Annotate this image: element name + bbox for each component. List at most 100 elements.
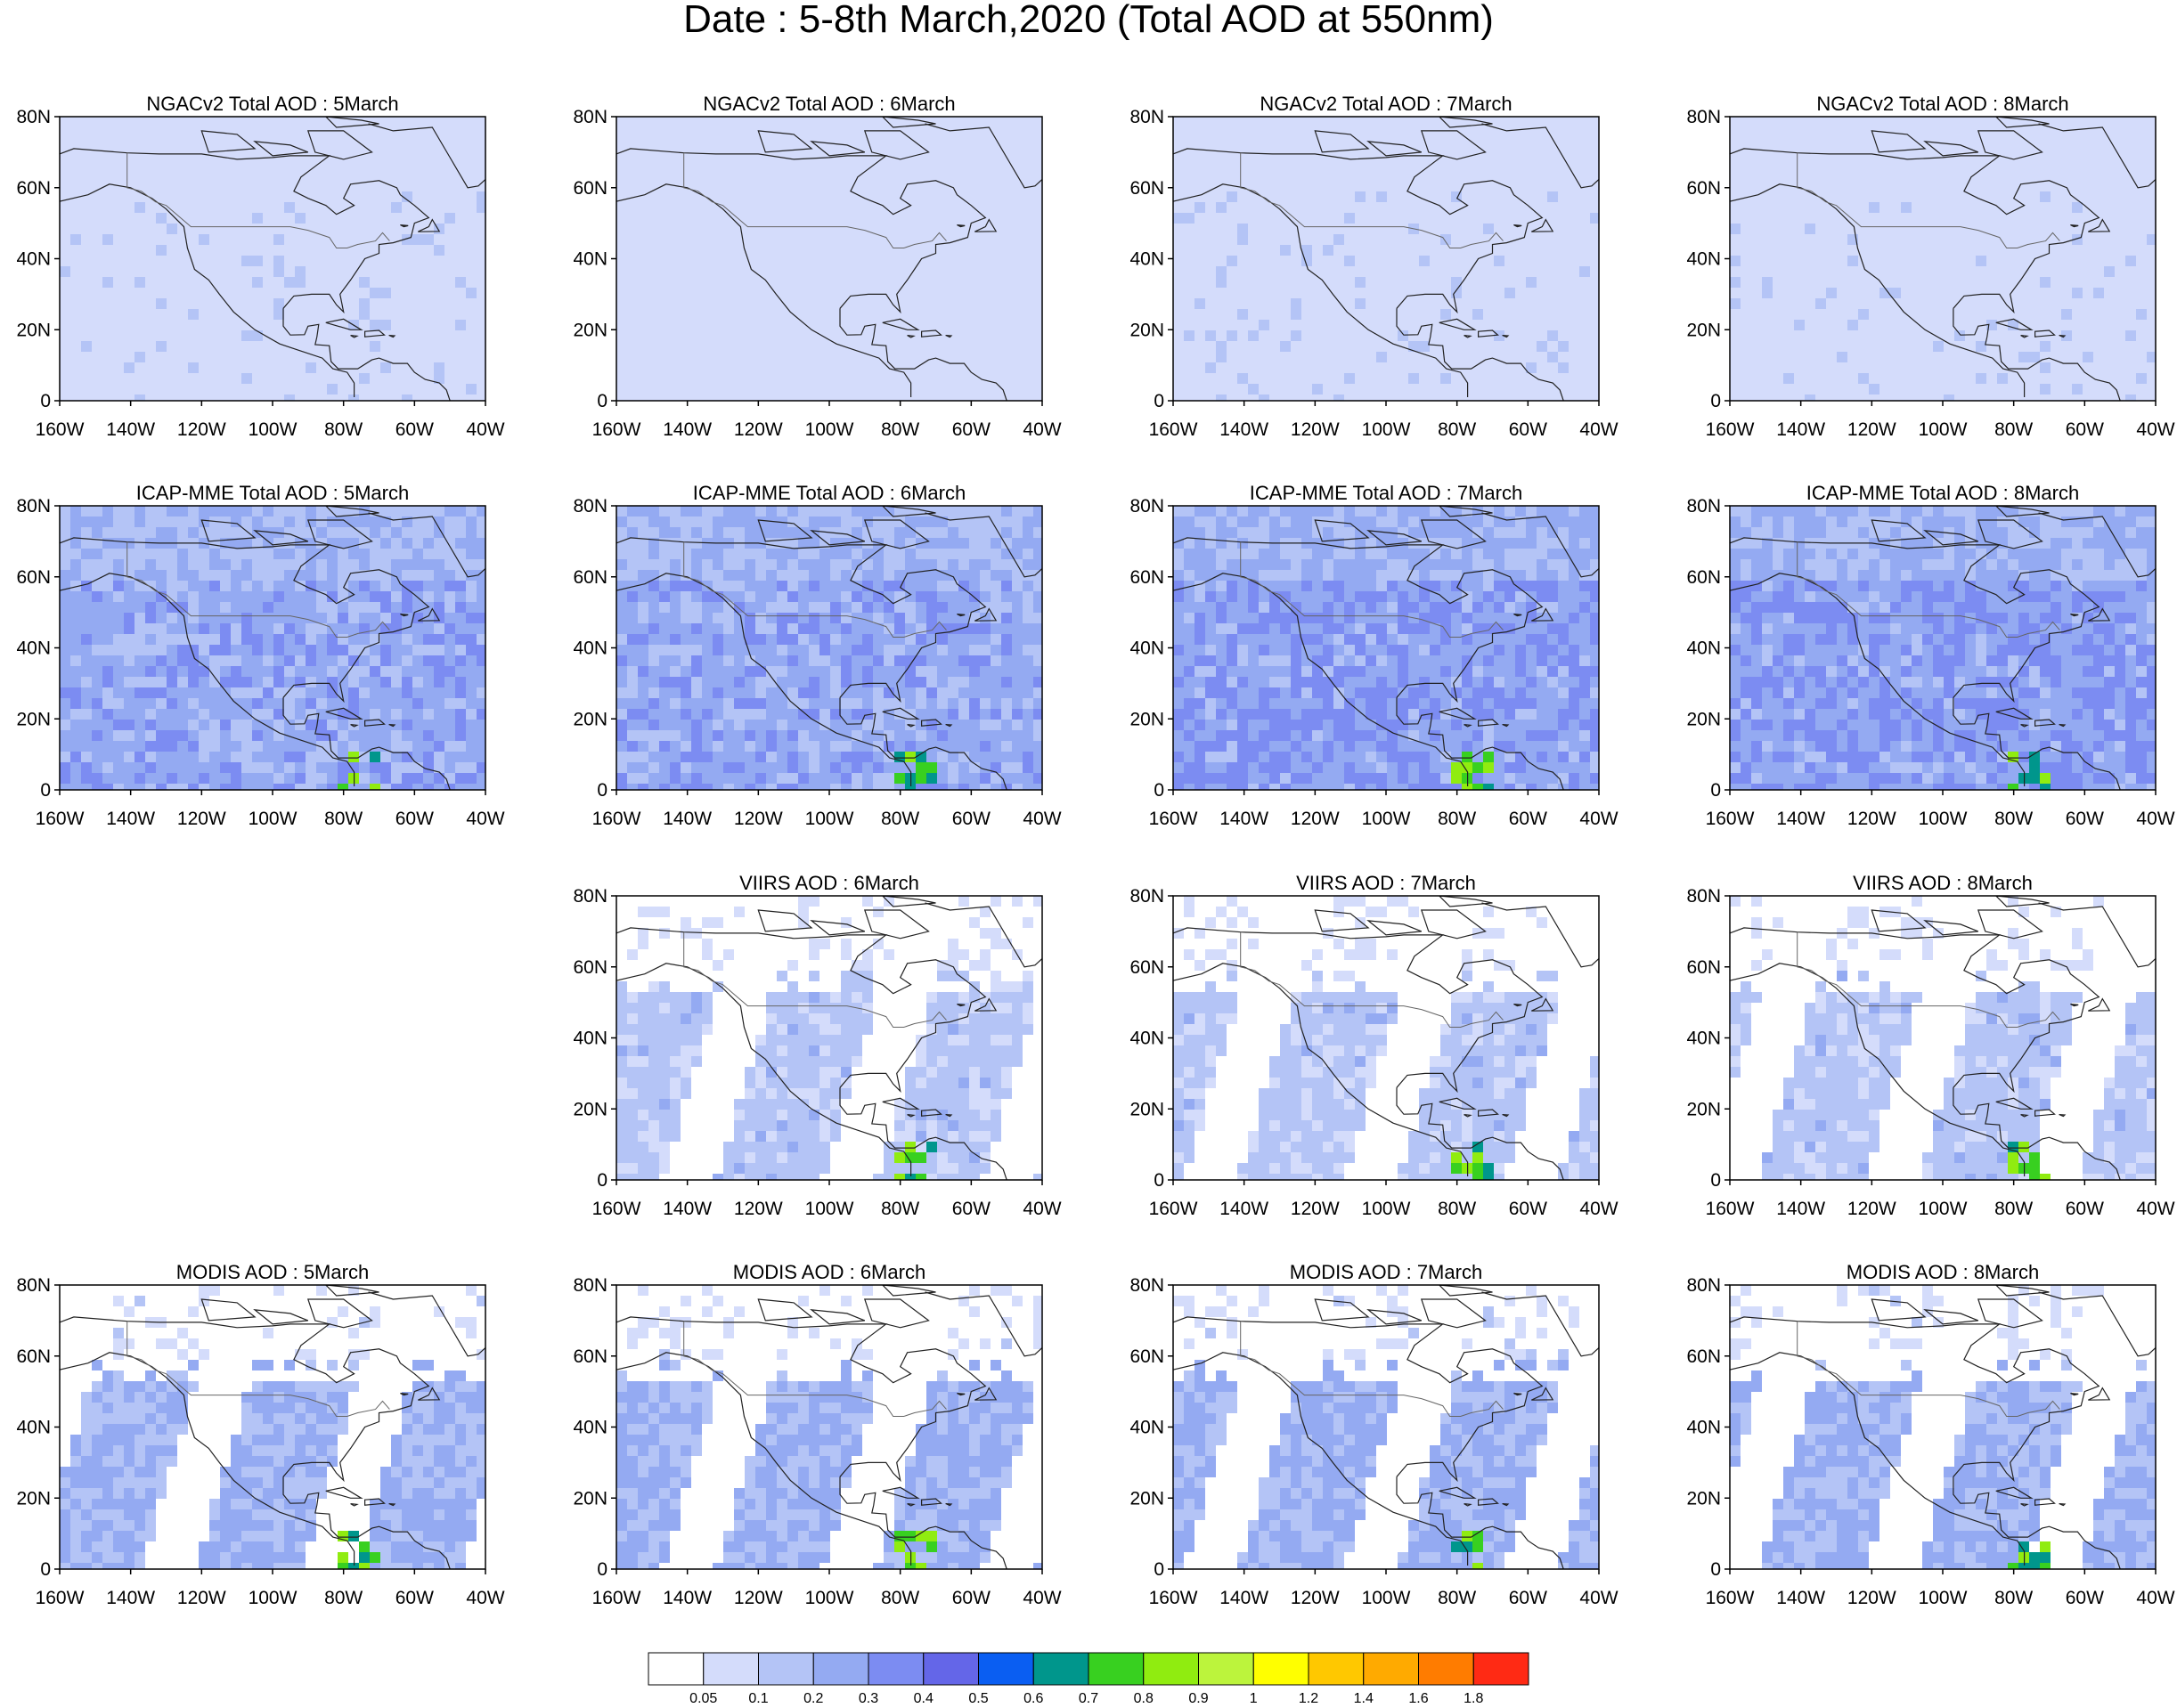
x-tick-label: 40W (466, 1588, 504, 1608)
aod-map-panel: 160W 140W 120W 100W 80W 60W 40W 80N 60N 40N 20N 0 VI… (573, 872, 1061, 1219)
aod-field (1173, 1285, 1599, 1569)
x-tick-label: 60W (2066, 1199, 2104, 1219)
x-tick-label: 120W (734, 809, 783, 829)
panel-title: MODIS AOD : 6March (733, 1261, 925, 1283)
aod-field (616, 506, 1042, 790)
aod-field (616, 117, 1042, 401)
aod-field (60, 1285, 485, 1569)
y-tick-label: 80N (573, 496, 607, 516)
coastlines (1173, 117, 1599, 401)
y-tick-label: 0 (597, 391, 607, 411)
colorbar-label: 1.6 (1408, 1691, 1428, 1706)
x-tick-label: 100W (1919, 1588, 1968, 1608)
colorbar-label: 0.05 (689, 1691, 717, 1706)
x-tick-label: 80W (1438, 1199, 1476, 1219)
panel-title: VIIRS AOD : 8March (1853, 872, 2033, 894)
y-tick-label: 60N (1686, 567, 1721, 588)
colorbar-swatch (1252, 1652, 1309, 1686)
x-tick-label: 120W (1291, 1588, 1340, 1608)
y-tick-label: 80N (1129, 107, 1164, 127)
x-tick-label: 160W (1149, 1588, 1198, 1608)
colorbar-swatch (1032, 1652, 1089, 1686)
x-tick-label: 40W (1023, 1199, 1061, 1219)
y-tick-label: 20N (1129, 1099, 1164, 1119)
country-border (1240, 152, 1504, 248)
aod-map-panel: 160W 140W 120W 100W 80W 60W 40W 80N 60N 40N 20N 0 NG… (1686, 93, 2174, 440)
y-tick-label: 0 (40, 391, 51, 411)
colorbar-label: 0.6 (1023, 1691, 1043, 1706)
y-tick-label: 60N (1686, 1346, 1721, 1367)
figure-title: Date : 5-8th March,2020 (Total AOD at 55… (683, 0, 1494, 41)
aod-field (60, 117, 485, 401)
x-tick-label: 120W (734, 1199, 783, 1219)
y-tick-label: 0 (1710, 391, 1721, 411)
aod-map-panel: 160W 140W 120W 100W 80W 60W 40W 80N 60N 40N 20N 0 MO… (1686, 1261, 2174, 1608)
y-tick-label: 20N (573, 1099, 607, 1119)
y-tick-label: 40N (16, 1418, 51, 1438)
coastlines (616, 117, 1042, 401)
y-tick-label: 20N (573, 1488, 607, 1509)
y-tick-label: 0 (597, 780, 607, 801)
aod-map-panel: 160W 140W 120W 100W 80W 60W 40W 80N 60N 40N 20N 0 NG… (16, 93, 504, 440)
y-tick-label: 0 (1710, 780, 1721, 801)
y-tick-label: 0 (1154, 780, 1164, 801)
y-tick-label: 40N (573, 1029, 607, 1049)
x-tick-label: 100W (1362, 809, 1411, 829)
panel-title: MODIS AOD : 7March (1290, 1261, 1482, 1283)
x-tick-label: 60W (952, 809, 991, 829)
x-tick-label: 60W (1509, 419, 1547, 440)
x-tick-label: 100W (1919, 419, 1968, 440)
x-tick-label: 40W (1579, 1588, 1618, 1608)
x-tick-label: 80W (1994, 809, 2033, 829)
coastlines (60, 1285, 485, 1569)
x-tick-label: 140W (663, 809, 712, 829)
x-tick-label: 160W (1149, 1199, 1198, 1219)
aod-map-panel: 160W 140W 120W 100W 80W 60W 40W 80N 60N 40N 20N 0 MO… (573, 1261, 1061, 1608)
y-tick-label: 20N (1686, 1099, 1721, 1119)
colorbar-label: 1.8 (1464, 1691, 1483, 1706)
x-tick-label: 40W (1023, 809, 1061, 829)
aod-field (1173, 117, 1599, 401)
x-tick-label: 100W (249, 1588, 298, 1608)
panel-title: ICAP-MME Total AOD : 5March (136, 482, 409, 504)
panel-title: ICAP-MME Total AOD : 8March (1806, 482, 2079, 504)
y-tick-label: 40N (16, 638, 51, 659)
x-tick-label: 160W (36, 809, 85, 829)
x-tick-label: 40W (1023, 1588, 1061, 1608)
y-tick-label: 40N (573, 1418, 607, 1438)
aod-map-panel: 160W 140W 120W 100W 80W 60W 40W 80N 60N 40N 20N 0 MO… (16, 1261, 504, 1608)
y-tick-label: 60N (1129, 1346, 1164, 1367)
x-tick-label: 140W (1219, 1199, 1268, 1219)
x-tick-label: 80W (324, 809, 363, 829)
x-tick-label: 120W (177, 809, 226, 829)
aod-field (1730, 1285, 2156, 1569)
aod-map-panel: 160W 140W 120W 100W 80W 60W 40W 80N 60N 40N 20N 0 VI… (1129, 872, 1618, 1219)
y-tick-label: 80N (1686, 496, 1721, 516)
x-tick-label: 80W (1438, 809, 1476, 829)
aod-map-panel: 160W 140W 120W 100W 80W 60W 40W 80N 60N 40N 20N 0 IC… (1129, 482, 1618, 829)
y-tick-label: 60N (1686, 957, 1721, 978)
x-tick-label: 140W (663, 419, 712, 440)
x-tick-label: 80W (881, 1588, 919, 1608)
x-tick-label: 120W (1847, 1588, 1896, 1608)
x-tick-label: 140W (1776, 1199, 1825, 1219)
y-tick-label: 80N (1129, 886, 1164, 907)
x-tick-label: 100W (1362, 1199, 1411, 1219)
x-tick-label: 120W (1847, 1199, 1896, 1219)
y-tick-label: 80N (573, 1275, 607, 1296)
x-tick-label: 100W (805, 809, 854, 829)
colorbar-swatch (1198, 1652, 1254, 1686)
country-border (126, 152, 390, 248)
coastlines (616, 1285, 1042, 1569)
y-tick-label: 80N (1129, 1275, 1164, 1296)
x-tick-label: 60W (952, 1199, 991, 1219)
x-tick-label: 100W (1362, 419, 1411, 440)
coastlines (1173, 896, 1599, 1180)
x-tick-label: 40W (1579, 809, 1618, 829)
x-tick-label: 80W (1994, 419, 2033, 440)
y-tick-label: 80N (1129, 496, 1164, 516)
y-tick-label: 0 (1154, 1559, 1164, 1580)
x-tick-label: 80W (881, 809, 919, 829)
x-tick-label: 120W (734, 1588, 783, 1608)
